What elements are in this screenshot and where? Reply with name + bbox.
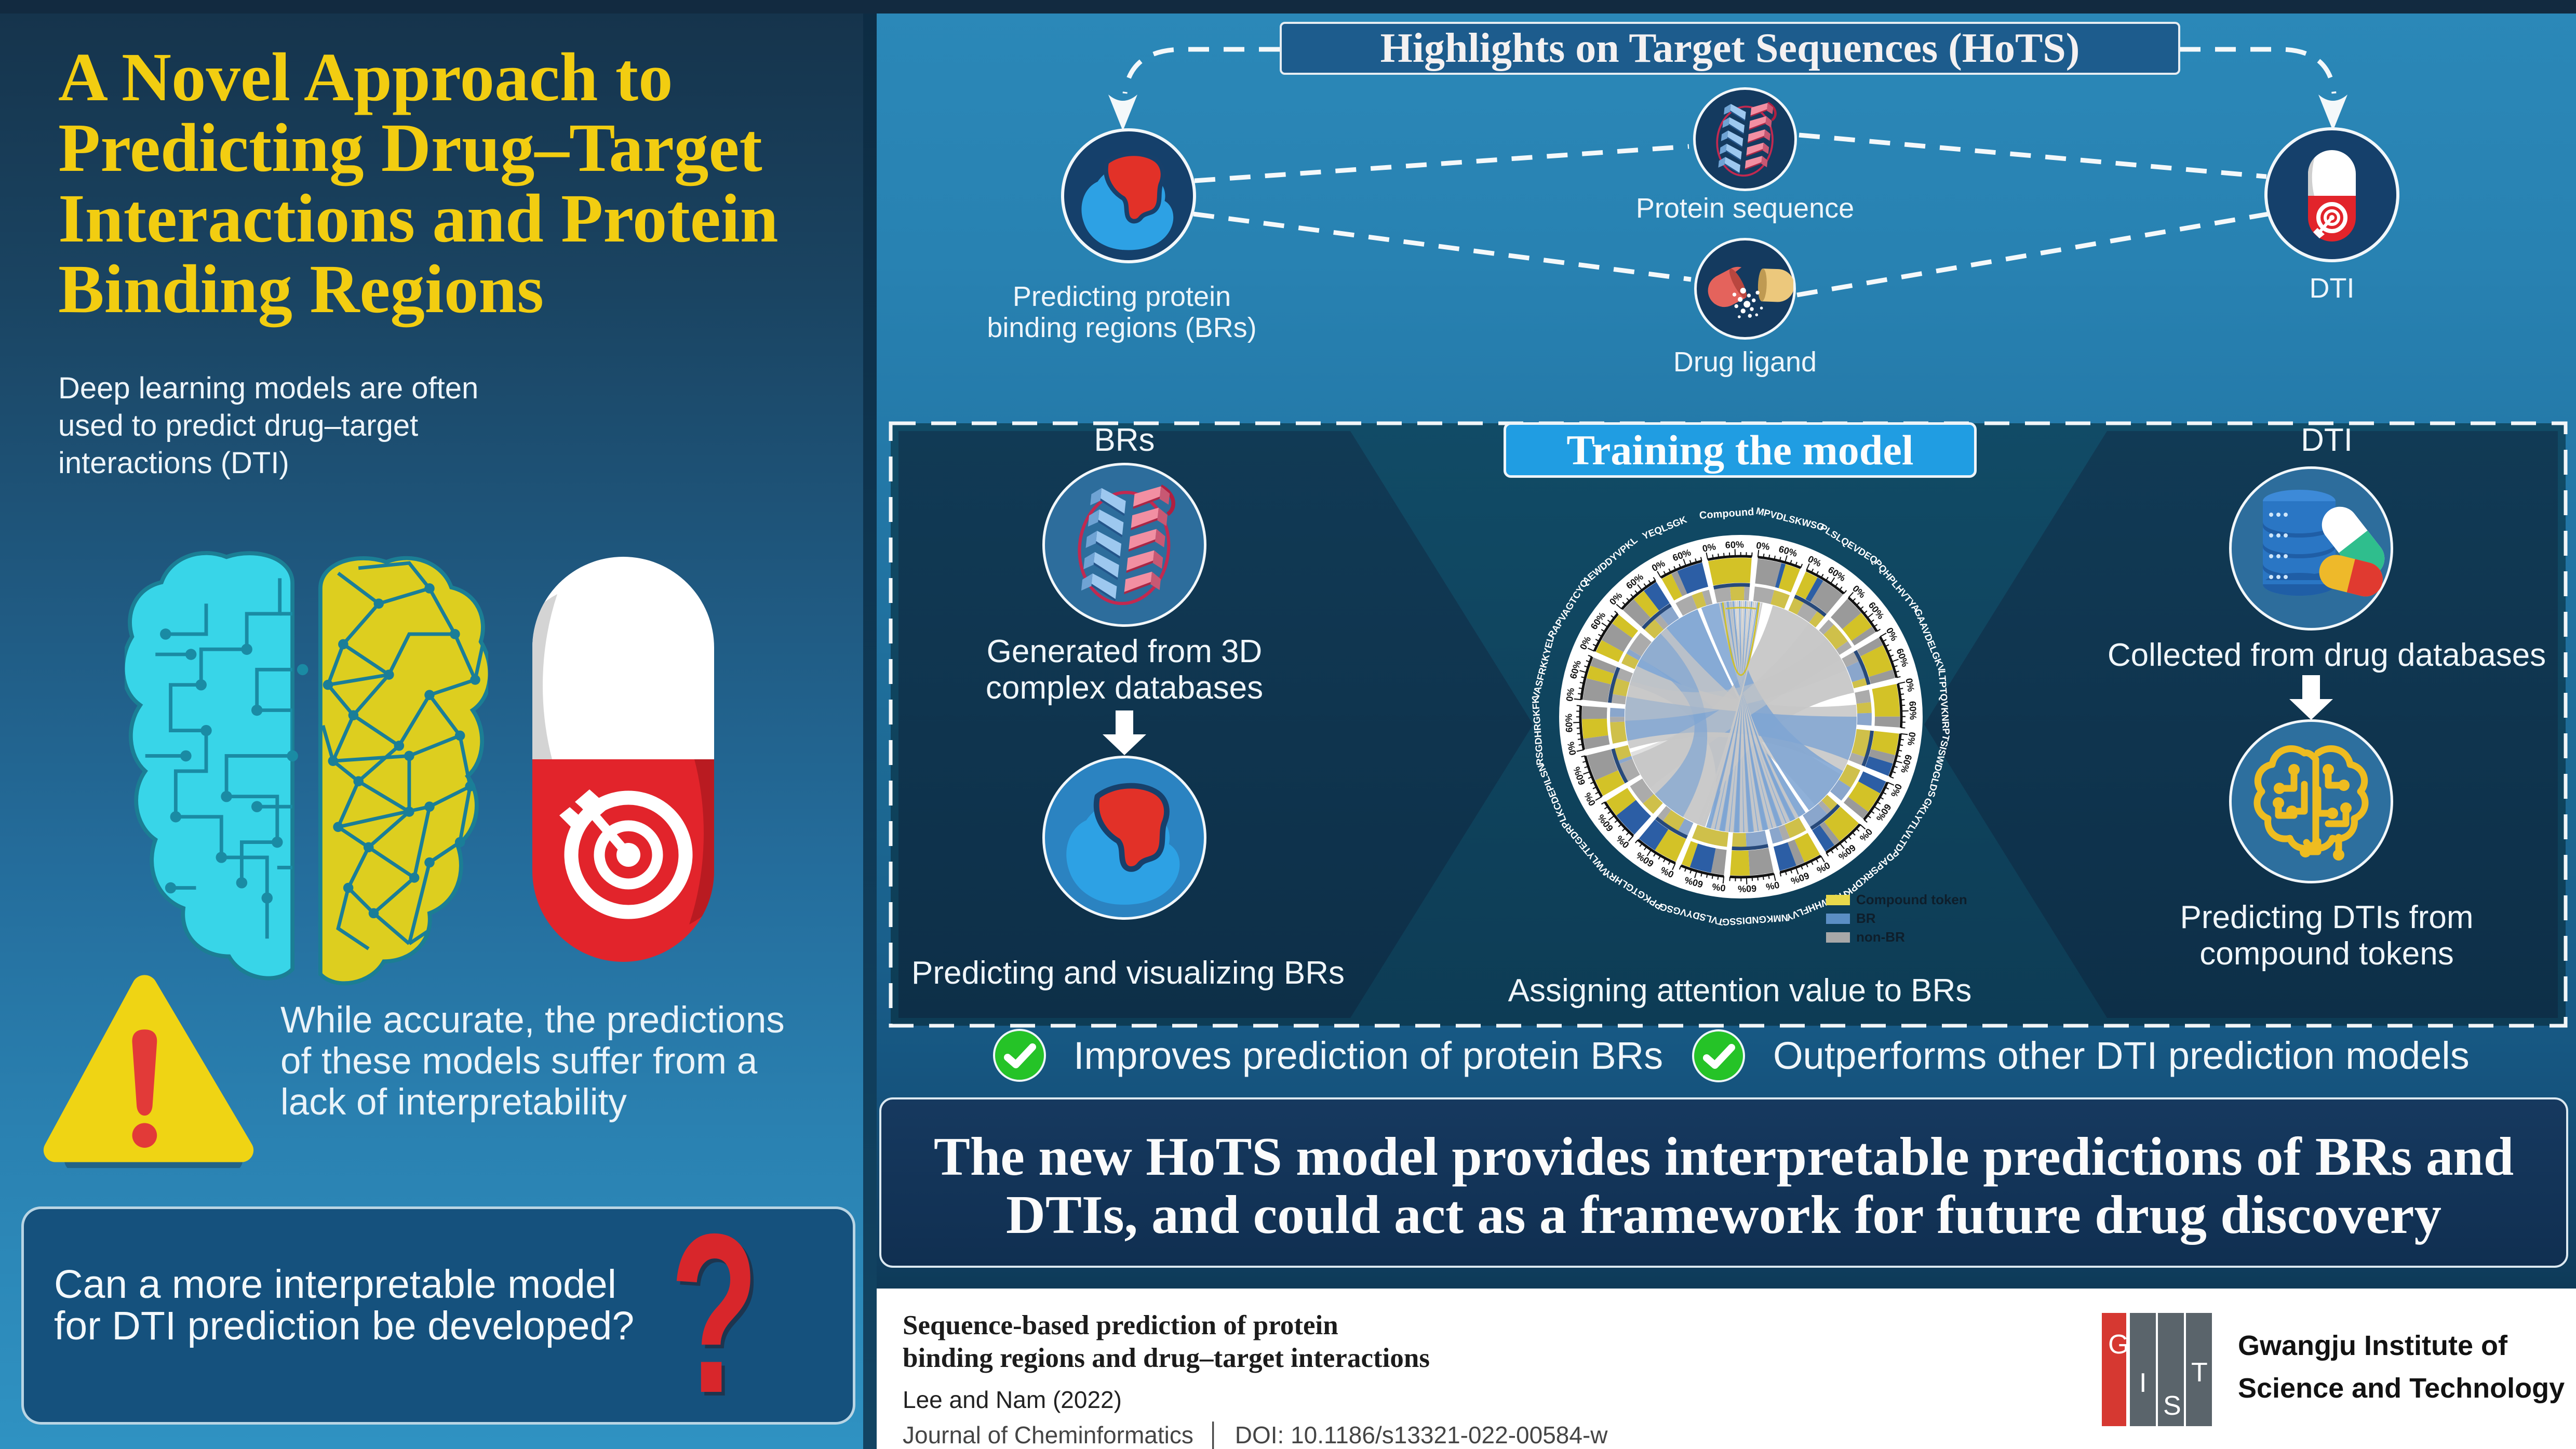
svg-text:0%: 0%	[1755, 540, 1770, 552]
svg-text:60%: 60%	[1907, 701, 1918, 720]
svg-text:NMKGNDISSG: NMKGNDISSG	[1722, 913, 1789, 928]
svg-text:TVLSDYVGSG: TVLSDYVGSG	[1658, 901, 1725, 928]
svg-text:MPVDLSKWSG: MPVDLSKWSG	[1755, 506, 1826, 533]
svg-text:Compound token: Compound token	[1856, 892, 1967, 907]
svg-text:VASFRKKYEL: VASFRKKYEL	[1530, 635, 1556, 700]
svg-text:G: G	[2108, 1330, 2129, 1360]
svg-text:0%: 0%	[1903, 677, 1916, 692]
svg-text:RSGDHRGKFK: RSGDHRGKFK	[1530, 696, 1545, 766]
svg-text:TSISWDGLDS: TSISWDGLDS	[1926, 734, 1952, 799]
svg-text:60%: 60%	[1738, 883, 1757, 894]
svg-text:Compound: Compound	[1699, 506, 1754, 521]
svg-text:S: S	[2163, 1391, 2181, 1421]
svg-text:0%: 0%	[1906, 731, 1917, 746]
svg-text:LKCDEPILSN: LKCDEPILSN	[1535, 762, 1568, 823]
svg-text:0%: 0%	[1564, 687, 1576, 702]
svg-text:I: I	[2139, 1368, 2146, 1398]
svg-text:60%: 60%	[1563, 714, 1574, 733]
svg-text:0%: 0%	[1701, 541, 1716, 554]
svg-text:T: T	[2191, 1358, 2208, 1388]
svg-text:0%: 0%	[1565, 741, 1578, 756]
svg-text:0%: 0%	[1711, 881, 1726, 893]
svg-text:0%: 0%	[1765, 879, 1780, 892]
svg-text:BR: BR	[1856, 910, 1876, 926]
svg-text:YEQLSGK: YEQLSGK	[1641, 514, 1688, 542]
svg-text:60%: 60%	[1725, 539, 1744, 550]
svg-text:non-BR: non-BR	[1856, 929, 1905, 945]
svg-text:GAAVDELGKV: GAAVDELGKV	[1912, 607, 1948, 674]
svg-text:LTPTQVKNRP: LTPTQVKNRP	[1937, 670, 1952, 735]
